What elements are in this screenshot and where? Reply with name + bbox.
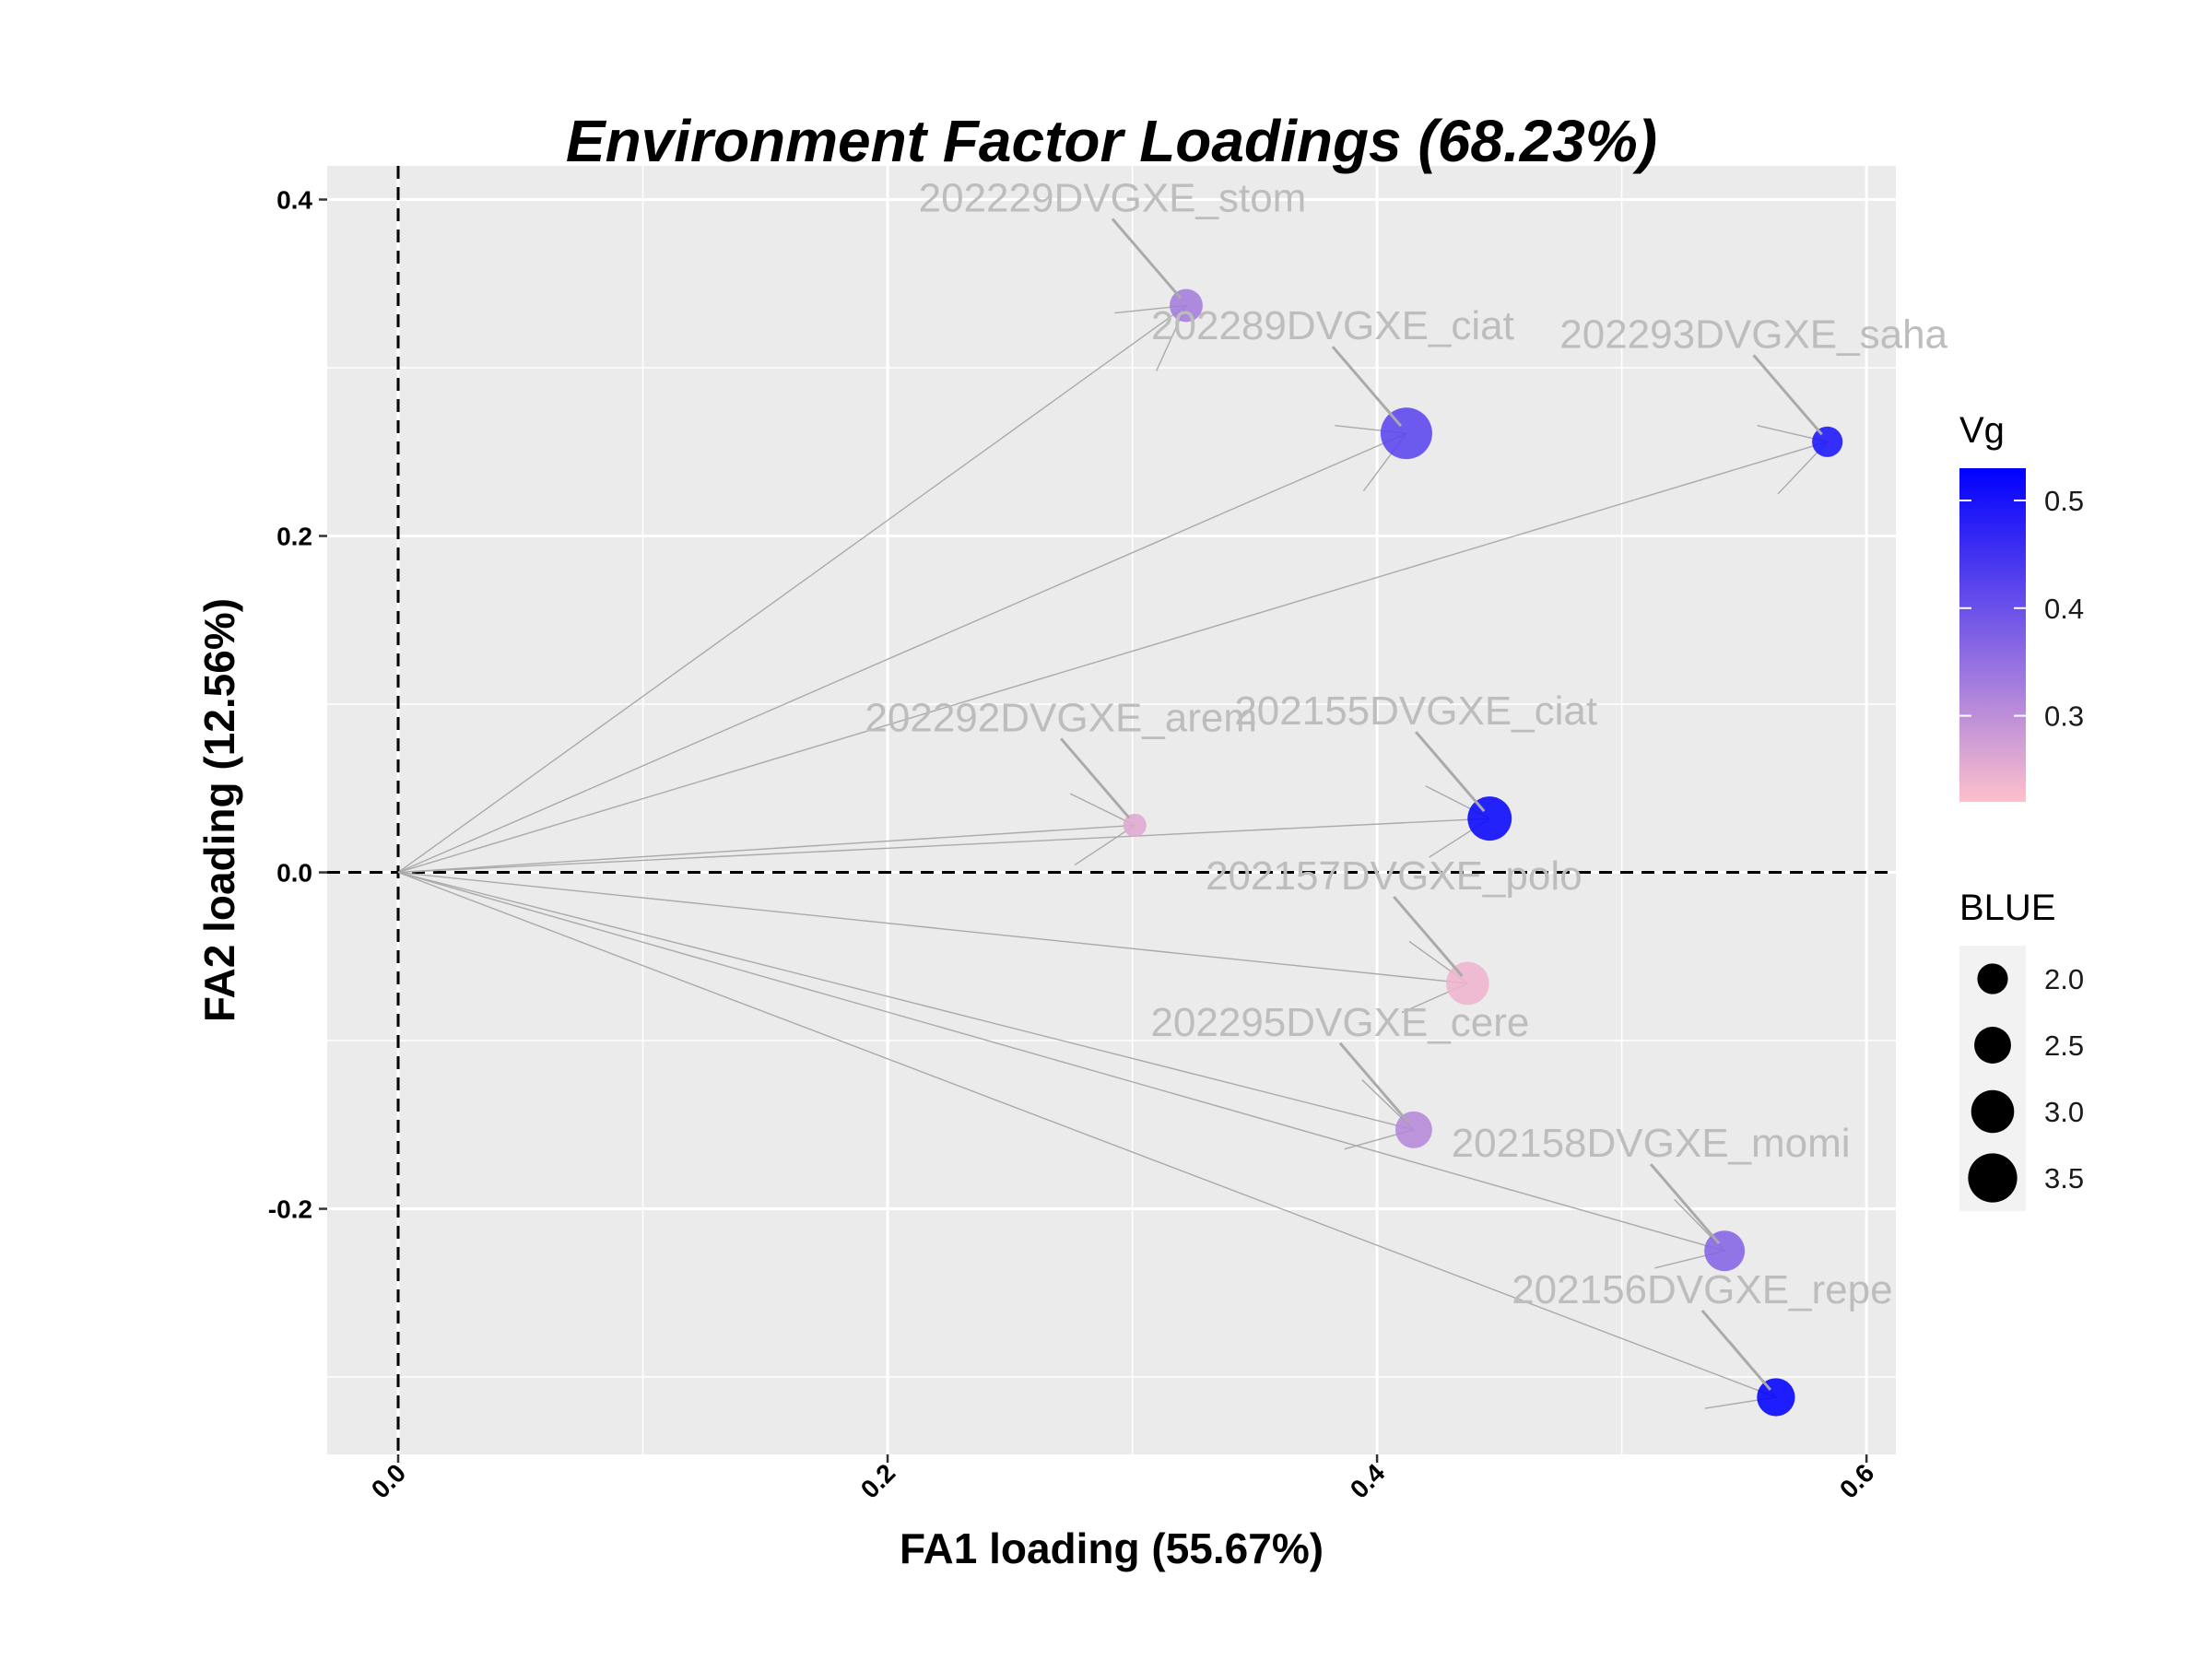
chart-title: Environment Factor Loadings (68.23%) (566, 108, 1657, 174)
y-tick-label: 0.4 (276, 186, 312, 215)
x-tick-label: 0.4 (1345, 1458, 1391, 1504)
loading-point (1380, 407, 1432, 460)
label-leader (1331, 346, 1403, 428)
label-leader (1415, 731, 1486, 813)
blue-legend-entries: 2.0 2.5 3.0 3.5 (1968, 963, 2084, 1203)
y-tick-label: -0.2 (268, 1195, 312, 1224)
blue-legend-key (1968, 1153, 2018, 1203)
vg-colorbar-ticks: 0.3 0.4 0.5 (1959, 485, 2084, 733)
loading-point (1394, 1111, 1432, 1148)
y-tick-label: 0.2 (276, 523, 312, 551)
point-labels: 202229DVGXE_stom 202289DVGXE_ciat 202293DV… (865, 175, 1948, 1391)
loading-point (1812, 426, 1843, 457)
loading-segment (397, 304, 1187, 874)
plot-panel (327, 166, 1896, 1454)
point-label: 202293DVGXE_saha (1559, 312, 1947, 357)
point-label: 202229DVGXE_stom (919, 175, 1307, 220)
loading-segment (397, 871, 1415, 1131)
vg-legend-title: Vg (1959, 410, 2005, 451)
vg-tick-label: 0.5 (2044, 485, 2084, 517)
loading-segment (397, 871, 1777, 1398)
blue-legend-key (1971, 1089, 2015, 1134)
loading-segment (397, 818, 1490, 874)
loading-segment (397, 824, 1135, 874)
blue-legend-label: 2.5 (2044, 1030, 2084, 1062)
vg-tick-label: 0.3 (2044, 700, 2084, 733)
blue-legend-label: 3.0 (2044, 1096, 2084, 1128)
point-label: 202156DVGXE_repe (1512, 1267, 1892, 1312)
blue-legend-label: 3.5 (2044, 1162, 2084, 1194)
loading-point (1446, 961, 1489, 1006)
loading-segment (397, 871, 1468, 984)
vg-colorbar (1959, 468, 2026, 802)
loading-segment (397, 432, 1407, 874)
point-label: 202158DVGXE_momi (1452, 1121, 1851, 1166)
blue-legend-title: BLUE (1959, 888, 2056, 928)
loading-point (1467, 796, 1512, 841)
label-leader (1752, 354, 1823, 436)
point-label: 202157DVGXE_polo (1206, 853, 1583, 899)
label-leader (1649, 1163, 1721, 1245)
blue-legend-key (1974, 1027, 2011, 1064)
point-label: 202292DVGXE_arem (865, 695, 1257, 740)
label-leader (1111, 218, 1182, 300)
x-axis-title: FA1 loading (55.67%) (900, 1524, 1324, 1572)
loading-point (1704, 1230, 1746, 1272)
x-tick-label: 0.6 (1834, 1458, 1879, 1503)
loading-segment (397, 871, 1725, 1252)
y-axis-title: FA2 loading (12.56%) (195, 598, 243, 1022)
x-tick-label: 0.2 (855, 1458, 900, 1503)
loading-point (1757, 1378, 1795, 1417)
point-label: 202295DVGXE_cere (1150, 1000, 1529, 1045)
x-tick-label: 0.0 (366, 1458, 411, 1503)
label-leader (1338, 1041, 1410, 1124)
vg-tick-label: 0.4 (2044, 593, 2084, 625)
loading-point (1123, 813, 1147, 838)
vg-legend: Vg 0.3 0.4 0.5 (1959, 410, 2084, 802)
label-leader (1060, 737, 1131, 819)
point-label: 202155DVGXE_ciat (1234, 688, 1597, 734)
blue-legend: BLUE 2.0 2.5 3.0 3.5 (1959, 888, 2084, 1211)
loading-segment (397, 441, 1828, 874)
label-leader (1700, 1309, 1772, 1391)
label-leader (1393, 896, 1464, 977)
loading-point (1170, 288, 1203, 323)
loading-points (1123, 288, 1843, 1417)
blue-legend-label: 2.0 (2044, 963, 2084, 995)
reference-lines (327, 166, 1896, 1454)
point-label: 202289DVGXE_ciat (1151, 303, 1514, 348)
y-tick-label: 0.0 (276, 859, 312, 888)
blue-legend-key (1977, 963, 2008, 994)
